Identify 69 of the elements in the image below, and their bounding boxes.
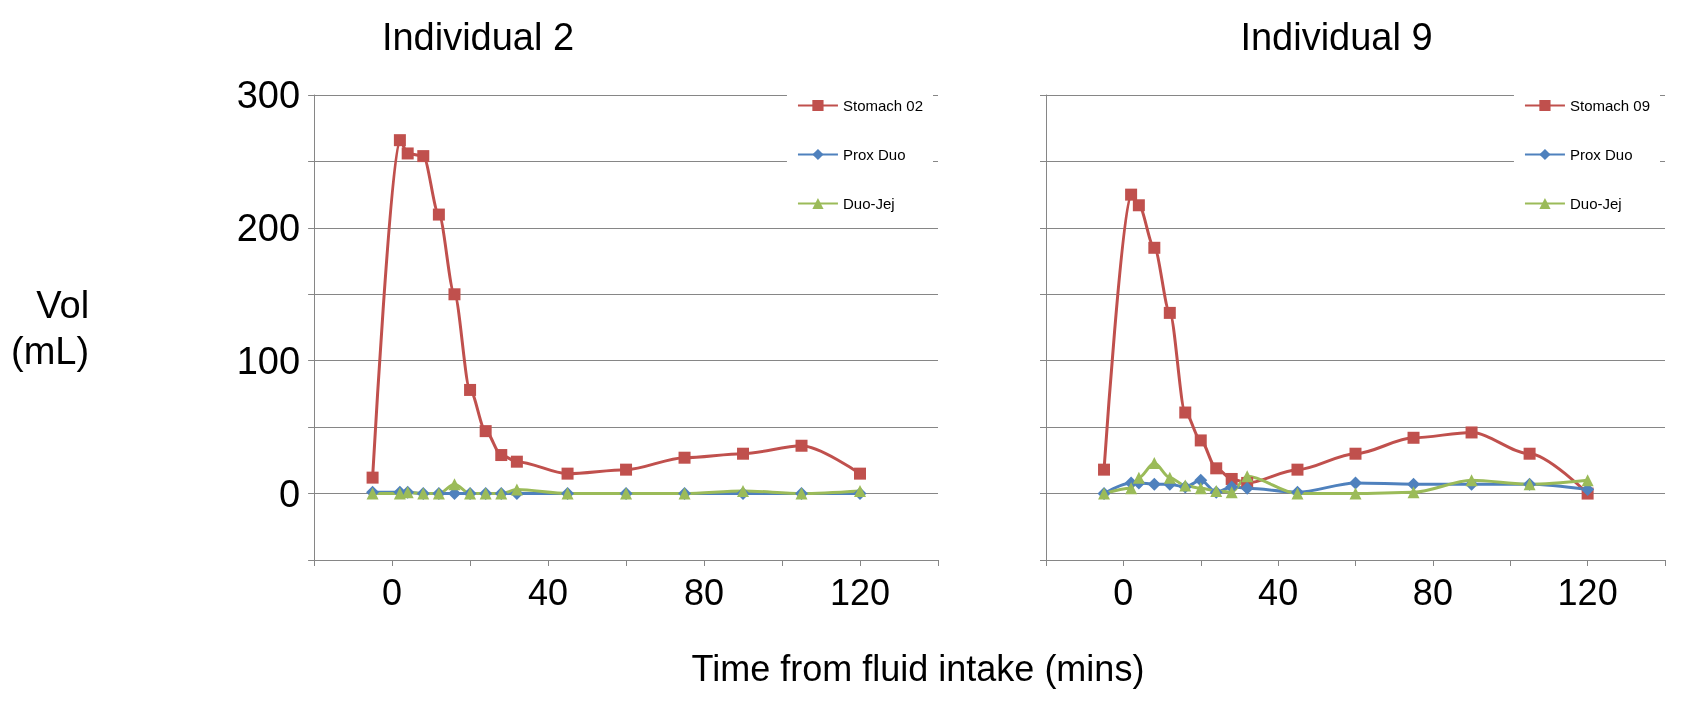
point [1147, 477, 1161, 491]
point [1581, 474, 1594, 487]
point [366, 471, 379, 484]
point [1349, 487, 1362, 500]
x-tick-label: 40 [1258, 571, 1299, 613]
point [1132, 471, 1145, 484]
x-tick-label: 120 [829, 571, 891, 613]
point [1179, 406, 1192, 419]
x-axis-title: Time from fluid intake (mins) [690, 648, 1146, 690]
point [448, 288, 461, 301]
legend-label: Prox Duo [842, 146, 906, 163]
point [1407, 431, 1420, 444]
point [464, 383, 477, 396]
x-tick-label: 120 [1557, 571, 1618, 613]
point [561, 467, 574, 480]
point [1465, 474, 1478, 487]
point [620, 463, 633, 476]
legend-label: Duo-Jej [842, 195, 895, 212]
point [448, 478, 461, 491]
y-tick-label: 100 [236, 339, 301, 382]
point [479, 425, 492, 438]
point [1240, 481, 1254, 495]
point [854, 484, 867, 497]
x-tick-label: 80 [1412, 571, 1453, 613]
point [1194, 482, 1207, 495]
chart-title: Individual 9 [1240, 16, 1433, 58]
point [1194, 473, 1208, 487]
point [510, 483, 523, 496]
x-tick-label: 0 [382, 571, 403, 613]
point [1163, 471, 1176, 484]
point [678, 451, 691, 464]
point [1465, 426, 1478, 439]
point [1291, 463, 1304, 476]
point [1241, 470, 1254, 483]
point [854, 467, 867, 480]
point [1349, 447, 1362, 460]
point [401, 147, 414, 160]
point [495, 449, 508, 462]
point [1163, 306, 1176, 319]
legend-label: Duo-Jej [1569, 195, 1622, 212]
point [737, 484, 750, 497]
point [1148, 241, 1161, 254]
chart-title: Individual 2 [381, 16, 575, 58]
point [1125, 482, 1138, 495]
x-tick-label: 0 [1113, 571, 1134, 613]
point [1210, 462, 1223, 475]
point [1125, 188, 1138, 201]
x-tick-label: 80 [684, 571, 725, 613]
y-tick-label: 300 [236, 74, 301, 116]
point [417, 150, 430, 163]
point [510, 455, 523, 468]
point [737, 447, 750, 460]
point [1349, 476, 1362, 490]
y-axis-title: Vol (mL) [10, 283, 90, 372]
point [393, 134, 406, 147]
legend-label: Stomach 09 [1569, 97, 1650, 114]
point [795, 439, 808, 452]
y-tick-label: 0 [278, 472, 301, 515]
point [1225, 486, 1238, 499]
point [1098, 463, 1111, 476]
legend-label: Stomach 02 [842, 97, 923, 114]
y-tick-label: 200 [236, 206, 301, 249]
point [1523, 447, 1536, 460]
point [1194, 434, 1207, 447]
point [1132, 199, 1145, 212]
point [1407, 486, 1420, 499]
legend-label: Prox Duo [1569, 146, 1633, 163]
x-tick-label: 40 [528, 571, 569, 613]
point [432, 208, 445, 221]
